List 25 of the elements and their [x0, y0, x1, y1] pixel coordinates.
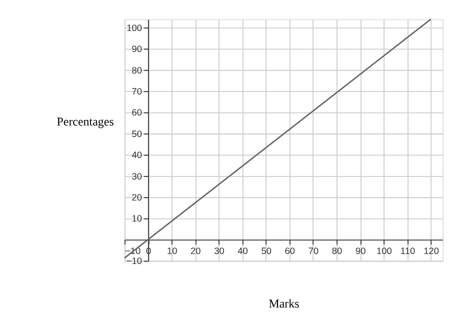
x-tick-label: 80	[332, 246, 342, 256]
x-tick-label: 120	[424, 246, 439, 256]
x-tick-label: 10	[166, 246, 178, 256]
y-tick-label: 50	[132, 128, 142, 139]
y-tick-label: 90	[132, 44, 142, 54]
x-tick-label: 90	[355, 246, 366, 256]
x-tick-label: 20	[190, 246, 201, 256]
y-tick-label: −10	[126, 256, 142, 266]
x-tick-label: 110	[400, 246, 416, 256]
x-tick-label: 40	[238, 246, 248, 256]
y-axis-title: Percentages	[56, 114, 114, 129]
x-tick-label: 50	[261, 246, 272, 256]
y-tick-label: 10	[132, 214, 142, 224]
x-tick-label: 100	[376, 246, 392, 256]
y-tick-label: 30	[132, 171, 142, 182]
y-tick-label: 60	[132, 108, 142, 118]
y-tick-label: 40	[132, 150, 142, 160]
x-tick-label: 60	[284, 246, 296, 256]
y-tick-label: 20	[132, 192, 142, 202]
x-axis-title: Marks	[268, 296, 300, 310]
y-tick-label: 100	[126, 22, 142, 33]
x-tick-label: 30	[214, 246, 224, 256]
x-tick-label: 70	[308, 246, 319, 256]
y-tick-label: 70	[132, 86, 142, 96]
y-tick-label: 80	[132, 65, 142, 76]
